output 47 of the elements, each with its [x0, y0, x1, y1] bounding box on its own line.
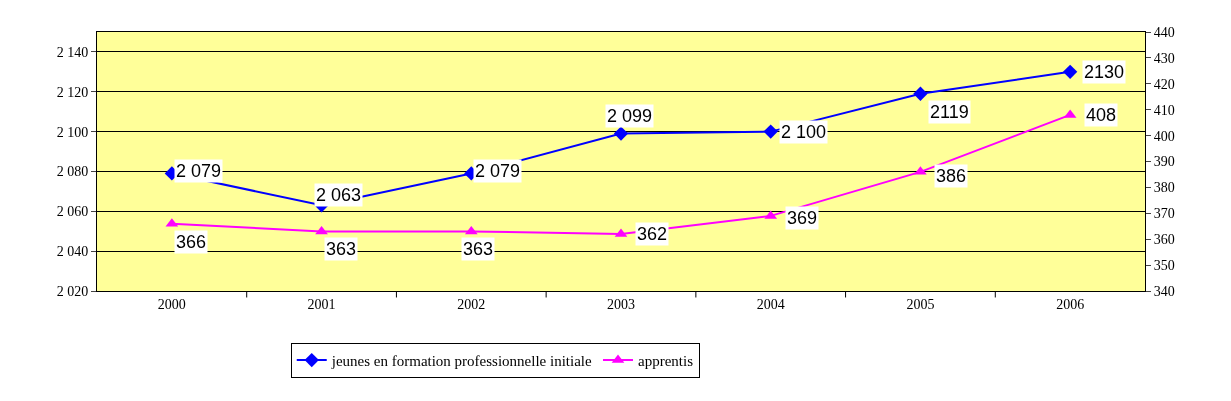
legend-label: apprentis	[638, 352, 694, 369]
data-label: 2 079	[176, 161, 222, 181]
x-tick-label: 2006	[1056, 296, 1085, 312]
point	[464, 225, 478, 235]
point	[763, 124, 778, 139]
x-tick-label: 2000	[157, 296, 186, 312]
data-label: 366	[176, 232, 207, 252]
y-tick-label: 2 100	[56, 124, 89, 140]
x-tick-label: 2001	[307, 296, 336, 312]
point	[613, 126, 629, 141]
x-tick-label: 2005	[906, 296, 935, 312]
y2-tick-label: 370	[1153, 206, 1175, 222]
y2-tick-label: 440	[1153, 24, 1175, 40]
y-tick-label: 2 060	[56, 204, 89, 220]
point	[913, 86, 928, 101]
data-label: 2130	[1084, 62, 1125, 82]
y-tick-label: 2 020	[56, 283, 89, 299]
data-label: 2 079	[475, 161, 521, 181]
y2-tick-label: 340	[1153, 283, 1175, 299]
y2-tick-label: 400	[1153, 128, 1175, 144]
y2-tick-label: 350	[1153, 258, 1175, 273]
y-tick-label: 2 080	[56, 164, 89, 180]
data-label: 362	[637, 224, 668, 244]
data-label: 386	[936, 166, 967, 186]
data-label: 369	[787, 208, 818, 228]
point	[315, 225, 328, 235]
data-label: 2119	[930, 102, 969, 122]
y-tick-label: 2 140	[56, 44, 89, 60]
x-tick-label: 2003	[607, 296, 635, 312]
y2-tick-label: 390	[1153, 154, 1175, 170]
y2-tick-label: 360	[1153, 232, 1175, 248]
y2-tick-label: 410	[1153, 102, 1175, 118]
data-label: 2 063	[316, 185, 362, 205]
y2-tick-label: 430	[1153, 50, 1175, 66]
x-tick-label: 2004	[756, 296, 785, 312]
x-tick-label: 2002	[457, 296, 486, 312]
y-tick-label: 2 120	[56, 84, 89, 100]
data-label: 363	[326, 239, 357, 259]
y2-tick-label: 380	[1153, 180, 1175, 196]
data-label: 363	[463, 239, 494, 259]
y-tick-label: 2 040	[56, 244, 89, 260]
point	[1062, 64, 1078, 79]
data-label: 408	[1086, 105, 1117, 125]
y2-tick-label: 420	[1153, 76, 1175, 92]
legend-label: jeunes en formation professionnelle initiale	[330, 352, 592, 369]
data-label: 2 100	[781, 122, 827, 142]
data-label: 2 099	[607, 106, 653, 126]
